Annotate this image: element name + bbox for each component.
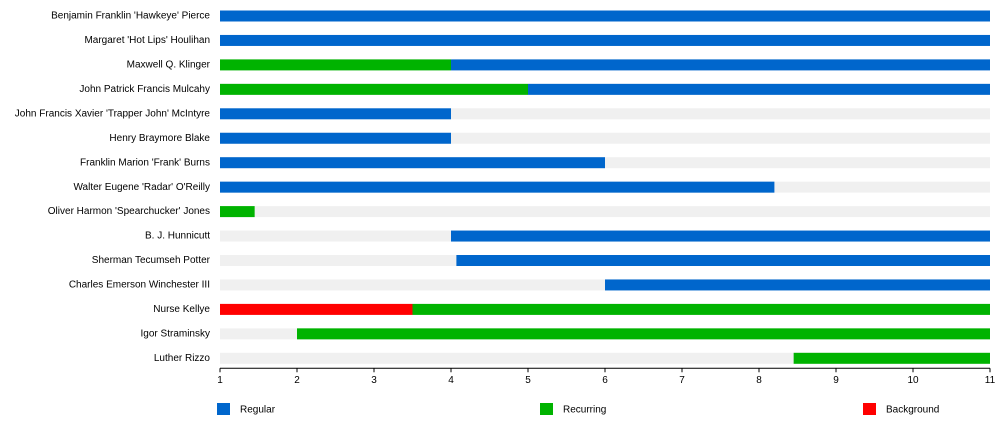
segment (220, 10, 990, 22)
row-label: Nurse Kellye (153, 304, 210, 315)
legend-swatch (217, 403, 230, 415)
row-label: Benjamin Franklin 'Hawkeye' Pierce (51, 11, 210, 22)
x-tick-label: 3 (371, 375, 377, 386)
row-background (220, 352, 990, 364)
x-tick-label: 2 (294, 375, 300, 386)
x-tick-label: 7 (679, 375, 685, 386)
segment (456, 255, 990, 266)
segment (220, 206, 255, 218)
row-label: Oliver Harmon 'Spearchucker' Jones (48, 206, 210, 217)
segment (220, 303, 413, 315)
segment (528, 83, 990, 95)
x-tick-label: 11 (985, 375, 996, 386)
legend-label: Background (886, 405, 939, 416)
x-tick-label: 10 (907, 375, 919, 386)
row-background (220, 206, 990, 218)
row-label: John Francis Xavier 'Trapper John' McInt… (15, 108, 211, 119)
segment (793, 352, 990, 364)
segment (220, 108, 451, 120)
legend-label: Recurring (563, 405, 606, 416)
segment (297, 328, 990, 340)
segment (220, 132, 451, 144)
x-tick-label: 8 (756, 375, 762, 386)
segment (451, 230, 990, 242)
segment (220, 83, 528, 95)
row-label: Margaret 'Hot Lips' Houlihan (84, 35, 210, 46)
row-label: Henry Braymore Blake (109, 133, 210, 144)
row-background (220, 108, 990, 120)
row-label: Franklin Marion 'Frank' Burns (80, 157, 210, 168)
legend-label: Regular (240, 405, 276, 416)
x-tick-label: 9 (833, 375, 839, 386)
row-label: Charles Emerson Winchester III (69, 280, 210, 291)
row-label: John Patrick Francis Mulcahy (79, 84, 210, 95)
segment (220, 59, 451, 71)
x-tick-label: 1 (217, 375, 223, 386)
segment (220, 157, 605, 169)
row-label: Igor Straminsky (141, 328, 210, 339)
row-label: Maxwell Q. Klinger (127, 60, 211, 71)
x-tick-label: 4 (448, 375, 454, 386)
segment (605, 279, 990, 291)
row-label: B. J. Hunnicutt (145, 231, 210, 242)
row-label: Walter Eugene 'Radar' O'Reilly (73, 182, 210, 193)
segment (220, 34, 990, 46)
x-tick-label: 5 (525, 375, 531, 386)
segment (220, 181, 775, 193)
segment (451, 59, 990, 71)
legend-swatch (863, 403, 876, 415)
segment (412, 303, 990, 315)
row-background (220, 132, 990, 144)
legend-swatch (540, 403, 553, 415)
x-tick-label: 6 (602, 375, 608, 386)
row-label: Sherman Tecumseh Potter (92, 255, 211, 266)
row-label: Luther Rizzo (154, 353, 211, 364)
